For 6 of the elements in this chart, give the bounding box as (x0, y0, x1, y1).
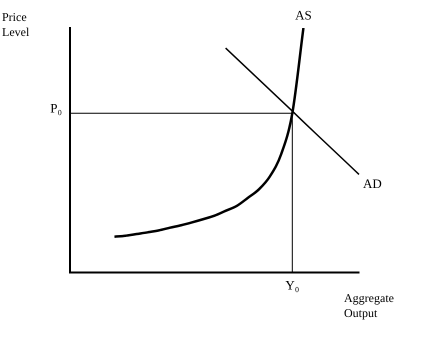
series-label: AD (363, 176, 382, 191)
ref-line-label: P₀ (50, 100, 62, 116)
series-label: AS (295, 7, 312, 22)
text: Y₀ (285, 277, 300, 292)
x-axis-title: Aggregate Output (344, 291, 395, 321)
y-axis-title: Price Level (2, 10, 30, 40)
